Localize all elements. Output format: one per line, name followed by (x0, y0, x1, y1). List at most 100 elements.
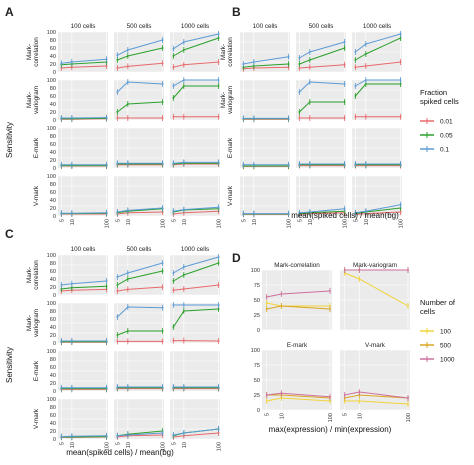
y-tick-label: 100 (251, 348, 260, 354)
data-point (407, 305, 409, 307)
data-point (105, 386, 108, 389)
data-point (126, 49, 129, 51)
data-point (60, 435, 63, 438)
x-tick-label: 10 (126, 219, 132, 225)
data-point (280, 305, 283, 307)
y-tick-label: 60 (50, 142, 56, 148)
data-point (217, 161, 220, 164)
y-tick-label: 40 (50, 54, 56, 60)
row-strip: Mark- (220, 44, 227, 60)
data-point (217, 308, 220, 310)
data-point (308, 211, 311, 213)
data-point (343, 117, 346, 119)
data-point (161, 286, 164, 288)
data-point (182, 41, 185, 43)
data-point (217, 304, 220, 306)
y-tick-label: 80 (50, 309, 56, 315)
y-tick-label: 80 (50, 86, 56, 92)
data-point (60, 212, 63, 215)
data-point (217, 284, 220, 286)
facet-title-d: V-mark (365, 342, 386, 349)
y-tick-label: 0 (53, 118, 56, 124)
data-point (126, 272, 129, 274)
data-point (161, 39, 164, 41)
legend-label: 1000 (440, 357, 455, 364)
legend-label: 0.05 (440, 133, 453, 140)
y-tick-label: 20 (50, 158, 56, 164)
data-point (252, 117, 255, 120)
data-point (354, 115, 357, 118)
legend-title: Fraction (420, 88, 447, 97)
data-point (116, 211, 119, 213)
data-point (172, 162, 175, 165)
data-point (242, 63, 245, 65)
data-point (252, 163, 255, 166)
x-tick-label: 5 (115, 442, 121, 445)
x-axis-title-c: mean(spiked cells) / mean(bg) (66, 448, 174, 457)
data-point (399, 61, 402, 63)
data-point (399, 207, 402, 209)
y-tick-label: 60 (50, 413, 56, 419)
y-tick-label: 40 (50, 102, 56, 108)
data-point (298, 117, 301, 119)
data-point (161, 47, 164, 49)
data-point (364, 115, 367, 118)
x-tick-label: 5 (115, 219, 121, 222)
data-point (358, 400, 361, 402)
data-point (161, 386, 164, 388)
row-strip: E-mark (33, 360, 40, 381)
data-point (60, 62, 63, 65)
data-point (70, 61, 73, 63)
data-point (126, 278, 129, 280)
data-point (70, 66, 73, 69)
data-point (126, 340, 129, 343)
row-strip: Mark- (26, 315, 33, 331)
data-point (172, 326, 175, 328)
data-point (172, 115, 175, 118)
y-tick-label: 60 (50, 317, 56, 323)
data-point (161, 101, 164, 103)
y-tick-label: 40 (50, 150, 56, 156)
data-point (60, 163, 63, 166)
data-point (364, 79, 367, 81)
y-tick-label: 60 (50, 269, 56, 275)
row-strip: V-mark (227, 185, 234, 206)
data-point (172, 289, 175, 292)
panel-label-a: A (5, 5, 14, 19)
x-tick-label: 100 (399, 219, 405, 228)
data-point (329, 308, 331, 310)
y-tick-label: 60 (50, 190, 56, 196)
data-point (105, 288, 108, 291)
data-point (399, 83, 402, 85)
data-point (116, 111, 119, 113)
data-point (308, 117, 311, 119)
data-point (287, 63, 290, 65)
data-point (172, 66, 175, 69)
data-point (172, 47, 175, 50)
y-tick-label: 50 (254, 378, 260, 384)
data-point (116, 334, 119, 336)
data-point (399, 163, 402, 165)
data-point (60, 386, 63, 389)
x-tick-label: 10 (182, 219, 188, 225)
data-point (298, 163, 301, 165)
y-tick-label: 0 (53, 214, 56, 220)
data-point (182, 79, 185, 81)
data-point (172, 85, 175, 87)
data-point (242, 66, 245, 69)
data-point (343, 269, 346, 271)
data-point (172, 97, 175, 99)
x-tick-label: 10 (308, 219, 314, 225)
row-strip: V-mark (33, 408, 40, 429)
data-point (343, 63, 346, 66)
y-tick-label: 80 (50, 182, 56, 188)
column-strip: 100 cells (71, 246, 96, 253)
data-point (298, 57, 301, 59)
y-tick-label: 80 (50, 405, 56, 411)
data-point (126, 117, 129, 119)
row-strip: variogram (227, 86, 234, 114)
panel-label-d: D (232, 251, 241, 265)
data-point (182, 208, 185, 211)
x-tick-label: 100 (217, 442, 223, 451)
data-point (182, 161, 185, 164)
